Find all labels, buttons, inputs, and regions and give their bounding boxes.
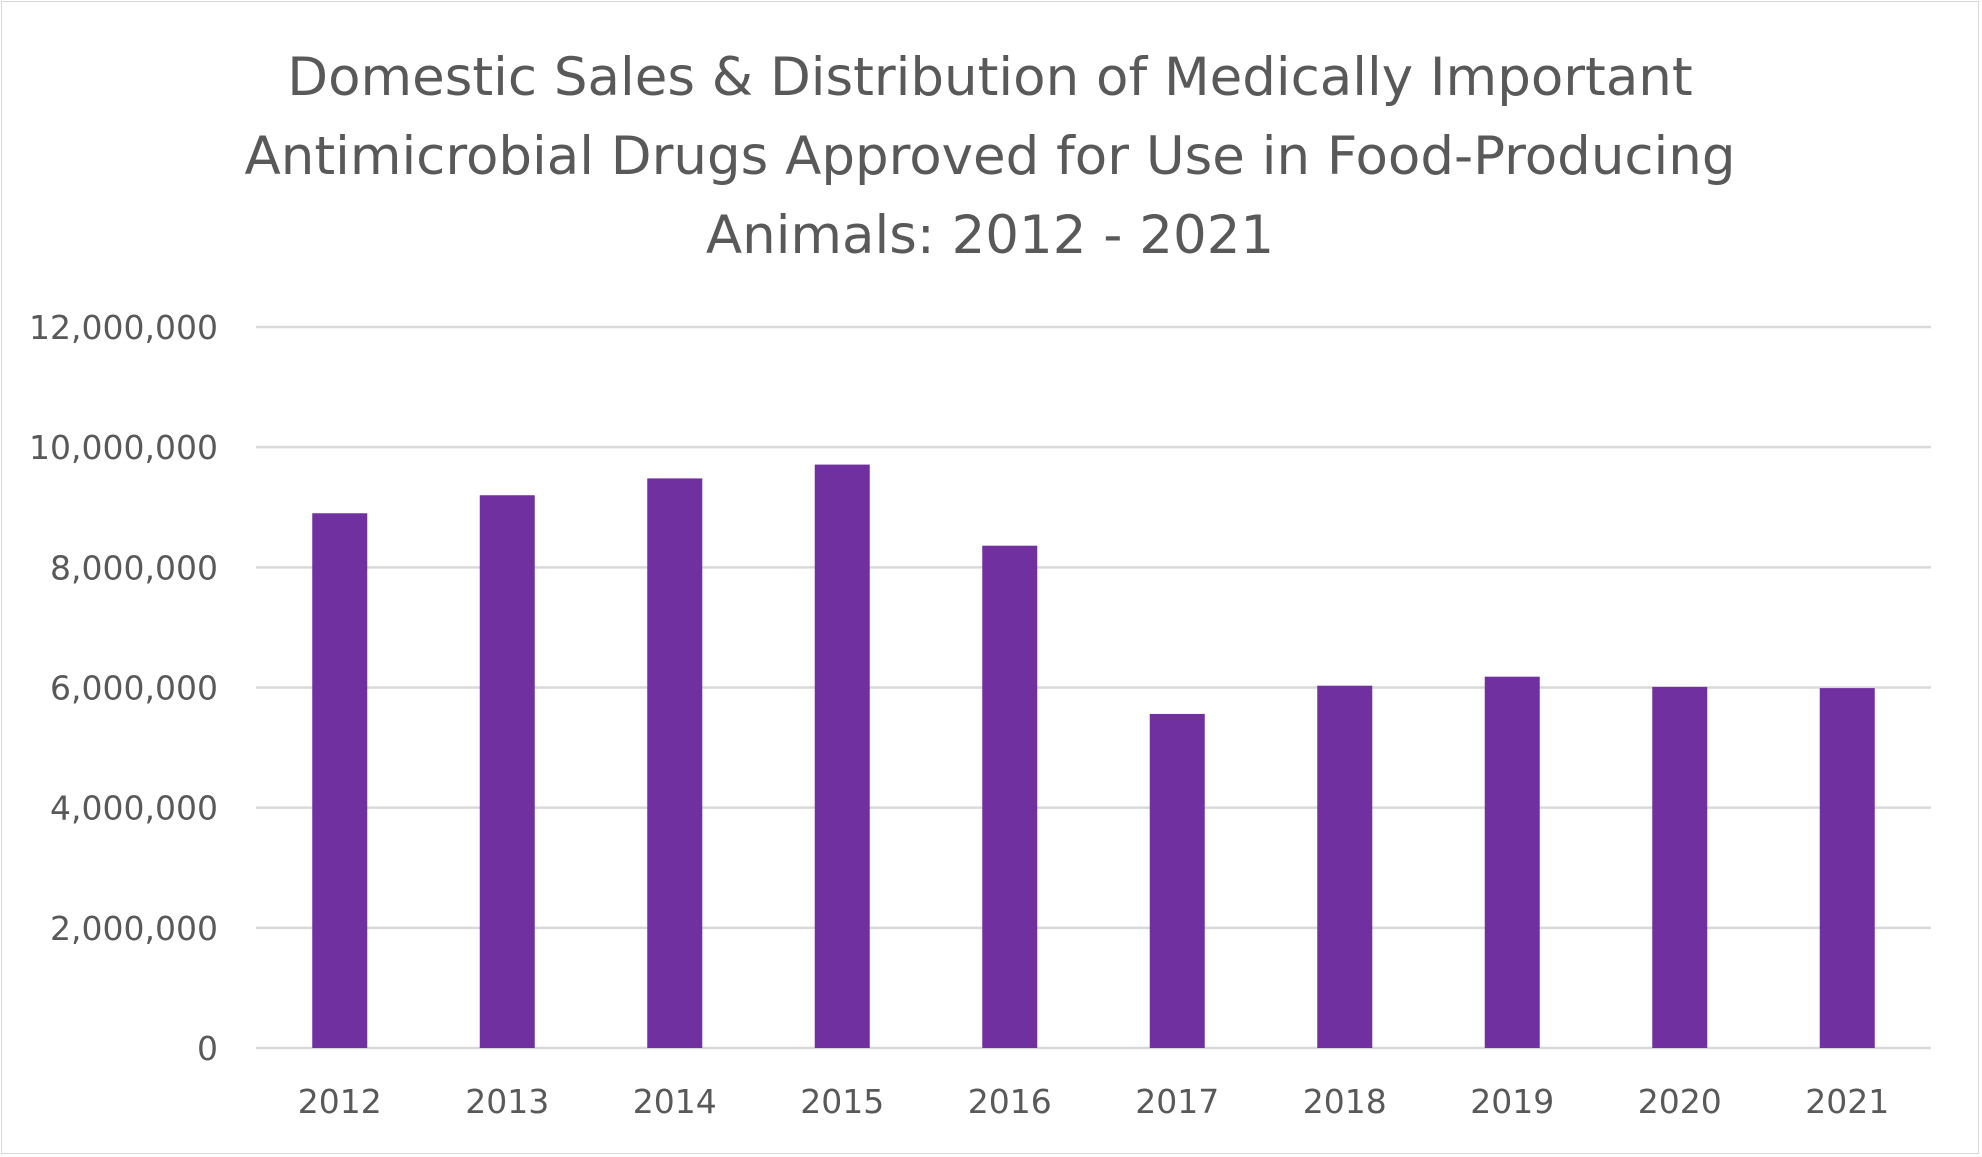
bar-2021 bbox=[1819, 688, 1875, 1048]
x-tick-label: 2016 bbox=[968, 1082, 1052, 1121]
bars bbox=[312, 464, 1875, 1048]
x-tick-label: 2017 bbox=[1135, 1082, 1219, 1121]
bar-2018 bbox=[1317, 685, 1373, 1048]
y-tick-label: 4,000,000 bbox=[50, 789, 218, 828]
bar-2014 bbox=[647, 478, 703, 1048]
bar-2020 bbox=[1652, 686, 1708, 1048]
bar-2013 bbox=[479, 495, 535, 1048]
x-tick-label: 2013 bbox=[465, 1082, 549, 1121]
chart-title-line-3: Animals: 2012 - 2021 bbox=[705, 205, 1275, 266]
y-tick-label: 10,000,000 bbox=[29, 428, 218, 467]
y-tick-label: 6,000,000 bbox=[50, 669, 218, 708]
bar-2019 bbox=[1484, 676, 1540, 1048]
bar-2016 bbox=[982, 545, 1038, 1048]
bar-2012 bbox=[312, 513, 368, 1048]
x-tick-label: 2014 bbox=[633, 1082, 717, 1121]
x-axis-tick-labels: 2012 2013 2014 2015 2016 2017 2018 2019 2020 2021 bbox=[298, 1082, 1889, 1121]
bar-2015 bbox=[814, 464, 870, 1048]
chart-title: Domestic Sales & Distribution of Medical… bbox=[180, 38, 1800, 275]
chart-title-line-2: Antimicrobial Drugs Approved for Use in … bbox=[244, 126, 1736, 187]
x-tick-label: 2018 bbox=[1303, 1082, 1387, 1121]
y-tick-label: 8,000,000 bbox=[50, 548, 218, 587]
x-tick-label: 2021 bbox=[1805, 1082, 1889, 1121]
x-tick-label: 2015 bbox=[800, 1082, 884, 1121]
x-tick-label: 2019 bbox=[1470, 1082, 1554, 1121]
chart-title-line-1: Domestic Sales & Distribution of Medical… bbox=[287, 47, 1693, 108]
y-tick-label: 2,000,000 bbox=[50, 909, 218, 948]
x-tick-label: 2020 bbox=[1638, 1082, 1722, 1121]
x-tick-label: 2012 bbox=[298, 1082, 382, 1121]
bar-2017 bbox=[1149, 713, 1205, 1048]
y-tick-label: 12,000,000 bbox=[29, 308, 218, 347]
y-axis-tick-labels: 0 2,000,000 4,000,000 6,000,000 8,000,000 10,… bbox=[29, 308, 218, 1068]
y-tick-label: 0 bbox=[197, 1029, 218, 1068]
gridlines bbox=[256, 325, 1931, 1050]
